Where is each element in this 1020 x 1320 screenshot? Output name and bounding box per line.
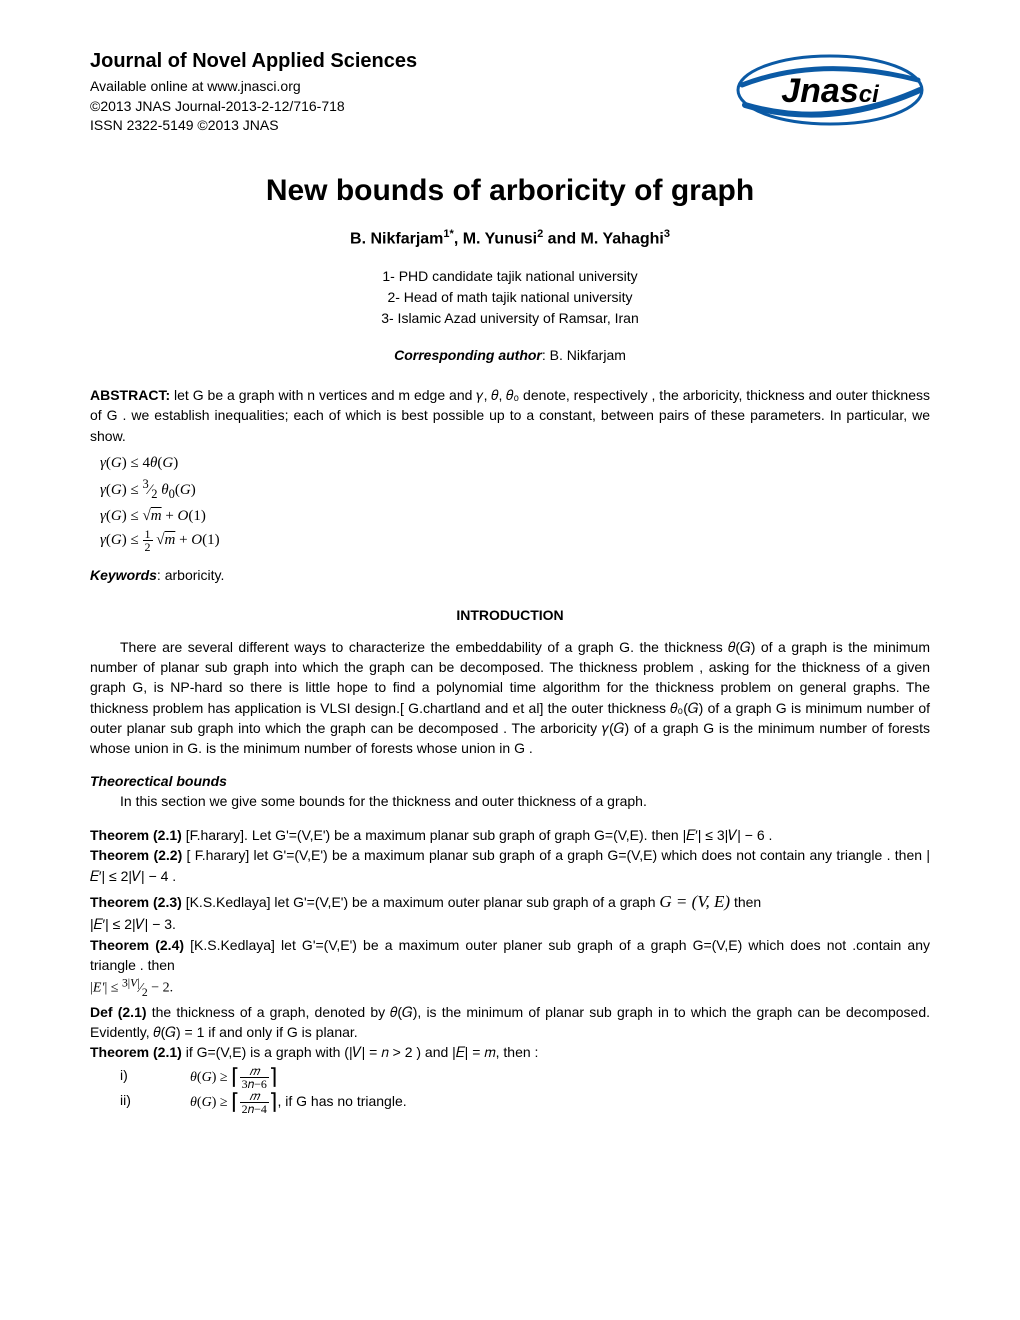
formula-1: γ(G) ≤ 4θ(G) (100, 452, 930, 475)
header-left: Journal of Novel Applied Sciences Availa… (90, 50, 730, 136)
theorem-2-3-post: then (730, 894, 761, 910)
item-ii-num: ii) (120, 1090, 190, 1115)
item-i-num: i) (120, 1065, 190, 1090)
corresponding-author: Corresponding author: B. Nikfarjam (90, 347, 930, 363)
formula-4: γ(G) ≤ 12 √m + O(1) (100, 528, 930, 553)
item-ii-post: , if G has no triangle. (277, 1093, 406, 1109)
theorem-2-4-text: [K.S.Kedlaya] let G'=(V,E') be a maximum… (90, 937, 930, 973)
theorem-2-3-math: G = (V, E) (659, 892, 730, 911)
paper-title: New bounds of arboricity of graph (90, 174, 930, 208)
header: Journal of Novel Applied Sciences Availa… (90, 50, 930, 136)
formula-3: γ(G) ≤ √m + O(1) (100, 505, 930, 528)
theorem-2-3-pre: [K.S.Kedlaya] let G'=(V,E') be a maximum… (182, 894, 660, 910)
keywords-colon: : (157, 567, 165, 583)
item-i-expr: θ(G) ≥ ⌈𝑚3𝑛−6⌉ (190, 1065, 277, 1090)
introduction-text: There are several different ways to char… (90, 637, 930, 759)
subheading-text: In this section we give some bounds for … (90, 791, 930, 811)
page: Journal of Novel Applied Sciences Availa… (0, 0, 1020, 1320)
theorem-2-2: Theorem (2.2) [ F.harary] let G'=(V,E') … (90, 845, 930, 886)
theorem-2-4-label: Theorem (2.4) (90, 937, 184, 953)
theorem-2-1-text: [F.harary]. Let G'=(V,E') be a maximum p… (182, 827, 773, 843)
theorem-2-1b-text: if G=(V,E) is a graph with (|𝑉| = 𝑛 > 2 … (182, 1044, 539, 1060)
abstract: ABSTRACT: let G be a graph with n vertic… (90, 385, 930, 446)
affiliations: 1- PHD candidate tajik national universi… (90, 266, 930, 329)
theorem-2-3: Theorem (2.3) [K.S.Kedlaya] let G'=(V,E'… (90, 890, 930, 915)
affiliation-3: 3- Islamic Azad university of Ramsar, Ir… (90, 308, 930, 329)
theorem-2-1b: Theorem (2.1) if G=(V,E) is a graph with… (90, 1042, 930, 1062)
theorem-2-1: Theorem (2.1) [F.harary]. Let G'=(V,E') … (90, 825, 930, 845)
available-line: Available online at www.jnasci.org (90, 77, 730, 97)
journal-title: Journal of Novel Applied Sciences (90, 50, 730, 73)
theorem-2-3-line2: |𝐸′| ≤ 2|𝑉| − 3. (90, 914, 930, 934)
subheading-theoretical-bounds: Theorectical bounds (90, 773, 930, 789)
introduction-heading: INTRODUCTION (90, 607, 930, 623)
theorem-2-1b-label: Theorem (2.1) (90, 1044, 182, 1060)
def-2-1: Def (2.1) the thickness of a graph, deno… (90, 1002, 930, 1043)
keywords-label: Keywords (90, 567, 157, 583)
journal-logo: Jnasci (730, 50, 930, 130)
issn-line: ISSN 2322-5149 ©2013 JNAS (90, 116, 730, 136)
def-2-1-text: the thickness of a graph, denoted by 𝜃(𝐺… (90, 1004, 930, 1040)
formula-2: γ(G) ≤ 3⁄2 θ0(G) (100, 475, 930, 504)
corresponding-name: B. Nikfarjam (550, 347, 626, 363)
theorem-2-2-label: Theorem (2.2) (90, 847, 182, 863)
keywords: Keywords: arboricity. (90, 567, 930, 583)
authors: B. Nikfarjam1*, M. Yunusi2 and M. Yahagh… (90, 228, 930, 248)
abstract-formulae: γ(G) ≤ 4θ(G) γ(G) ≤ 3⁄2 θ0(G) γ(G) ≤ √m … (100, 452, 930, 553)
affiliation-1: 1- PHD candidate tajik national universi… (90, 266, 930, 287)
theorem-2-3-label: Theorem (2.3) (90, 894, 182, 910)
item-ii-expr: θ(G) ≥ ⌈𝑚2𝑛−4⌉, if G has no triangle. (190, 1090, 407, 1115)
item-ii: ii) θ(G) ≥ ⌈𝑚2𝑛−4⌉, if G has no triangle… (120, 1090, 930, 1115)
corresponding-label: Corresponding author (394, 347, 542, 363)
corresponding-colon: : (542, 347, 550, 363)
theorem-2-1-label: Theorem (2.1) (90, 827, 182, 843)
copyright-line: ©2013 JNAS Journal-2013-2-12/716-718 (90, 97, 730, 117)
item-i: i) θ(G) ≥ ⌈𝑚3𝑛−6⌉ (120, 1065, 930, 1090)
abstract-text: let G be a graph with n vertices and m e… (90, 387, 930, 444)
theorem-2-4-line2: |E′| ≤ 3|V|⁄2 − 2. (90, 975, 930, 1001)
theorem-2-4: Theorem (2.4) [K.S.Kedlaya] let G'=(V,E'… (90, 935, 930, 976)
abstract-label: ABSTRACT: (90, 387, 170, 403)
theorem-2-2-text: [ F.harary] let G'=(V,E') be a maximum p… (90, 847, 930, 883)
svg-text:Jnasci: Jnasci (781, 72, 880, 110)
keywords-value: arboricity. (165, 567, 225, 583)
def-2-1-label: Def (2.1) (90, 1004, 147, 1020)
theorem-2-1b-items: i) θ(G) ≥ ⌈𝑚3𝑛−6⌉ ii) θ(G) ≥ ⌈𝑚2𝑛−4⌉, if… (120, 1065, 930, 1115)
affiliation-2: 2- Head of math tajik national universit… (90, 287, 930, 308)
